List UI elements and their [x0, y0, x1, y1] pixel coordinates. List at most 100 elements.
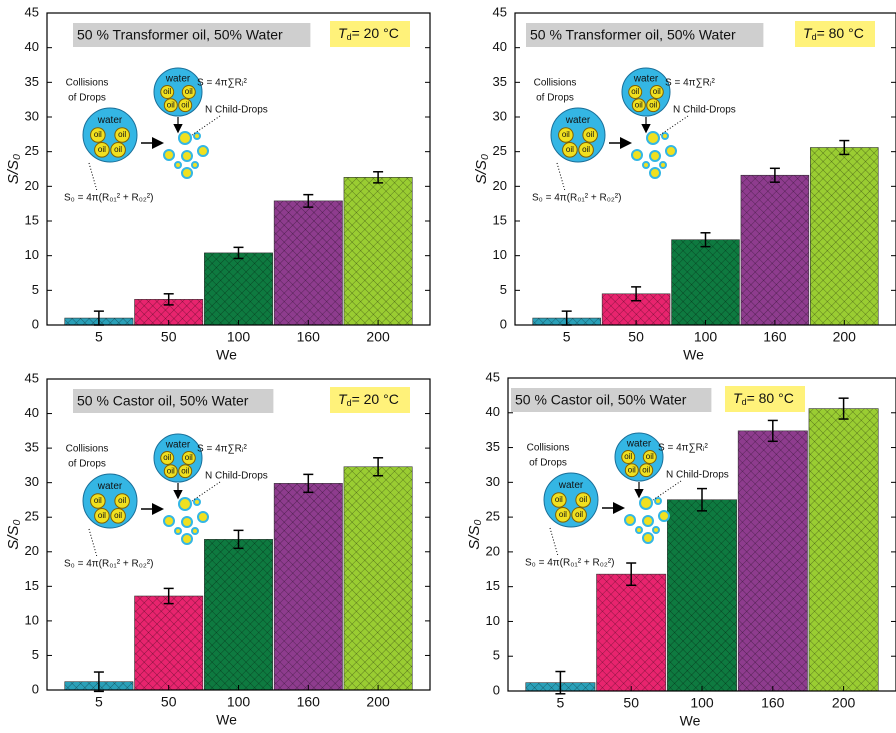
drop-water: water	[165, 73, 191, 84]
child-drop	[643, 533, 653, 543]
x-tick-label: 100	[227, 694, 251, 710]
oil-label: oil	[555, 495, 563, 504]
inset-label: S₀ = 4π(R₀₁² + R₀₂²)	[525, 558, 614, 569]
child-drop	[179, 498, 191, 510]
y-axis-label: S/S₀	[473, 154, 490, 185]
y-axis-label: S/S₀	[5, 154, 22, 185]
child-drop	[198, 512, 208, 522]
bar-hatch	[344, 467, 412, 690]
y-tick-label: 35	[25, 440, 39, 455]
x-tick-label: 5	[563, 329, 571, 345]
y-tick-label: 40	[25, 39, 39, 54]
temperature-part: = 80 °C	[747, 390, 794, 406]
panel-title: 50 % Castor oil, 50% Water	[515, 392, 687, 408]
x-axis-label: We	[216, 347, 237, 363]
x-tick-label: 160	[297, 329, 321, 345]
temperature-part: = 20 °C	[352, 391, 399, 407]
x-tick-label: 160	[761, 695, 785, 711]
y-tick-label: 0	[32, 681, 39, 696]
oil-label: oil	[642, 465, 650, 474]
child-drop	[625, 515, 635, 525]
child-drop	[182, 517, 192, 527]
bar-hatch	[274, 483, 342, 690]
oil-label: oil	[181, 100, 189, 109]
y-tick-label: 10	[25, 612, 39, 627]
child-drop	[653, 527, 659, 533]
oil-label: oil	[575, 510, 583, 519]
inset-label: of Drops	[529, 458, 567, 469]
panel-title: 50 % Castor oil, 50% Water	[77, 393, 249, 409]
bar-hatch	[741, 175, 809, 325]
inset-label: S₀ = 4π(R₀₁² + R₀₂²)	[64, 559, 153, 570]
y-tick-label: 5	[500, 282, 507, 297]
child-drop	[666, 146, 676, 156]
x-tick-label: 5	[557, 695, 565, 711]
x-tick-label: 160	[763, 329, 787, 345]
y-tick-label: 25	[25, 509, 39, 524]
y-tick-label: 25	[486, 509, 500, 524]
drop-water: water	[558, 480, 584, 491]
x-tick-label: 200	[833, 329, 857, 345]
y-tick-label: 10	[493, 247, 507, 262]
child-drop	[662, 133, 668, 139]
temperature-part: = 80 °C	[817, 25, 864, 41]
child-drop	[192, 162, 198, 168]
oil-label: oil	[163, 87, 171, 96]
inset-label: of Drops	[68, 93, 106, 104]
oil-label: oil	[163, 453, 171, 462]
y-tick-label: 20	[25, 178, 39, 193]
x-tick-label: 100	[227, 329, 251, 345]
child-drop	[175, 528, 181, 534]
inset-label: N Child-Drops	[205, 471, 268, 482]
oil-label: oil	[98, 511, 106, 520]
oil-label: oil	[114, 511, 122, 520]
inset-label: of Drops	[536, 93, 574, 104]
x-axis-label: We	[680, 713, 701, 729]
inset-label: S = 4π∑Rᵢ²	[197, 78, 247, 89]
y-tick-label: 5	[493, 648, 500, 663]
y-tick-label: 35	[493, 74, 507, 89]
child-drop	[192, 528, 198, 534]
y-tick-label: 5	[32, 282, 39, 297]
oil-label: oil	[646, 452, 654, 461]
y-tick-label: 40	[493, 39, 507, 54]
oil-label: oil	[653, 87, 661, 96]
oil-label: oil	[562, 130, 570, 139]
chart-panel: 051015202530354045550100160200WeS/S₀50 %…	[5, 4, 430, 362]
x-tick-label: 200	[832, 695, 856, 711]
inset-label: N Child-Drops	[673, 105, 736, 116]
oil-label: oil	[582, 145, 590, 154]
y-tick-label: 0	[500, 316, 507, 331]
bar-hatch	[738, 431, 807, 691]
drop-water: water	[626, 438, 652, 449]
oil-label: oil	[635, 100, 643, 109]
x-tick-label: 50	[161, 329, 177, 345]
oil-label: oil	[98, 145, 106, 154]
child-drop	[643, 162, 649, 168]
y-tick-label: 35	[486, 439, 500, 454]
x-axis-label: We	[683, 347, 704, 363]
oil-label: oil	[559, 510, 567, 519]
inset-label: Collisions	[66, 78, 109, 89]
x-tick-label: 200	[366, 694, 390, 710]
oil-label: oil	[579, 495, 587, 504]
y-tick-label: 10	[25, 247, 39, 262]
y-tick-label: 40	[25, 405, 39, 420]
bar-hatch	[597, 574, 666, 691]
panel-title: 50 % Transformer oil, 50% Water	[77, 27, 283, 43]
oil-label: oil	[185, 453, 193, 462]
x-tick-label: 100	[690, 695, 714, 711]
oil-label: oil	[566, 145, 574, 154]
temperature-part: = 20 °C	[352, 25, 399, 41]
inset-label: N Child-Drops	[205, 105, 268, 116]
child-drop	[175, 162, 181, 168]
y-tick-label: 30	[25, 474, 39, 489]
y-tick-label: 15	[25, 578, 39, 593]
oil-label: oil	[624, 452, 632, 461]
drop-water: water	[565, 115, 591, 126]
leader-line	[550, 528, 558, 556]
child-drop	[164, 516, 174, 526]
child-drop	[647, 132, 659, 144]
oil-label: oil	[114, 145, 122, 154]
x-tick-label: 50	[623, 695, 639, 711]
